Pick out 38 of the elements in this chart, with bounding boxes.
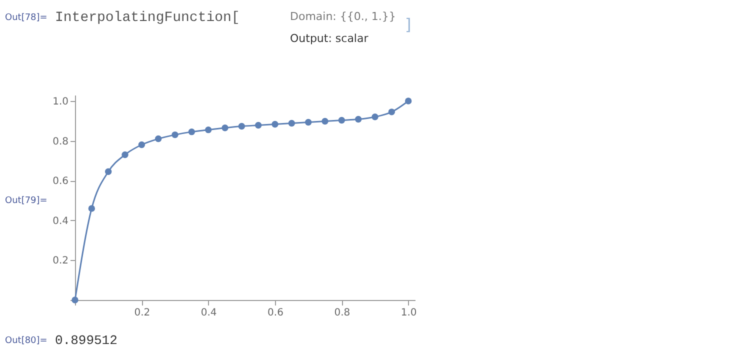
text: Domain: {{0., 1.}} (290, 10, 396, 23)
x-tick-label: 0.8 (334, 308, 350, 318)
point (154, 135, 162, 142)
point (88, 205, 96, 212)
point (404, 98, 412, 104)
y-tick-label: 0.8 (52, 136, 68, 148)
point (304, 118, 312, 126)
text: Out[80]= (5, 336, 48, 346)
y-tick-label: 0.6 (52, 176, 68, 188)
text: Out[79]= (5, 196, 48, 206)
point (288, 120, 296, 127)
point (388, 108, 396, 116)
point (272, 120, 278, 128)
text: Out[78]= (5, 13, 48, 23)
point (104, 168, 112, 175)
point (322, 118, 328, 125)
y-tick-label: 1.0 (52, 96, 68, 108)
point (222, 124, 228, 132)
point (204, 126, 212, 134)
text: Output: scalar (290, 32, 369, 45)
x-tick-label: 0.2 (134, 308, 150, 318)
x-tick-label: 0.4 (200, 308, 217, 318)
point (354, 116, 362, 123)
x-tick-label: 0.6 (268, 308, 284, 318)
y-tick-label: 0.2 (52, 256, 68, 267)
x-tick-label: 1.0 (400, 308, 417, 318)
text: 0.899512 (55, 333, 118, 348)
text: ] (405, 15, 412, 34)
point (238, 122, 246, 130)
point (188, 128, 196, 136)
point (338, 116, 346, 124)
point (172, 131, 178, 138)
point (254, 122, 262, 129)
point (372, 114, 378, 120)
point (138, 141, 146, 148)
point (122, 151, 128, 158)
text: InterpolatingFunction[ (55, 10, 240, 26)
y-tick-label: 0.4 (52, 216, 68, 227)
